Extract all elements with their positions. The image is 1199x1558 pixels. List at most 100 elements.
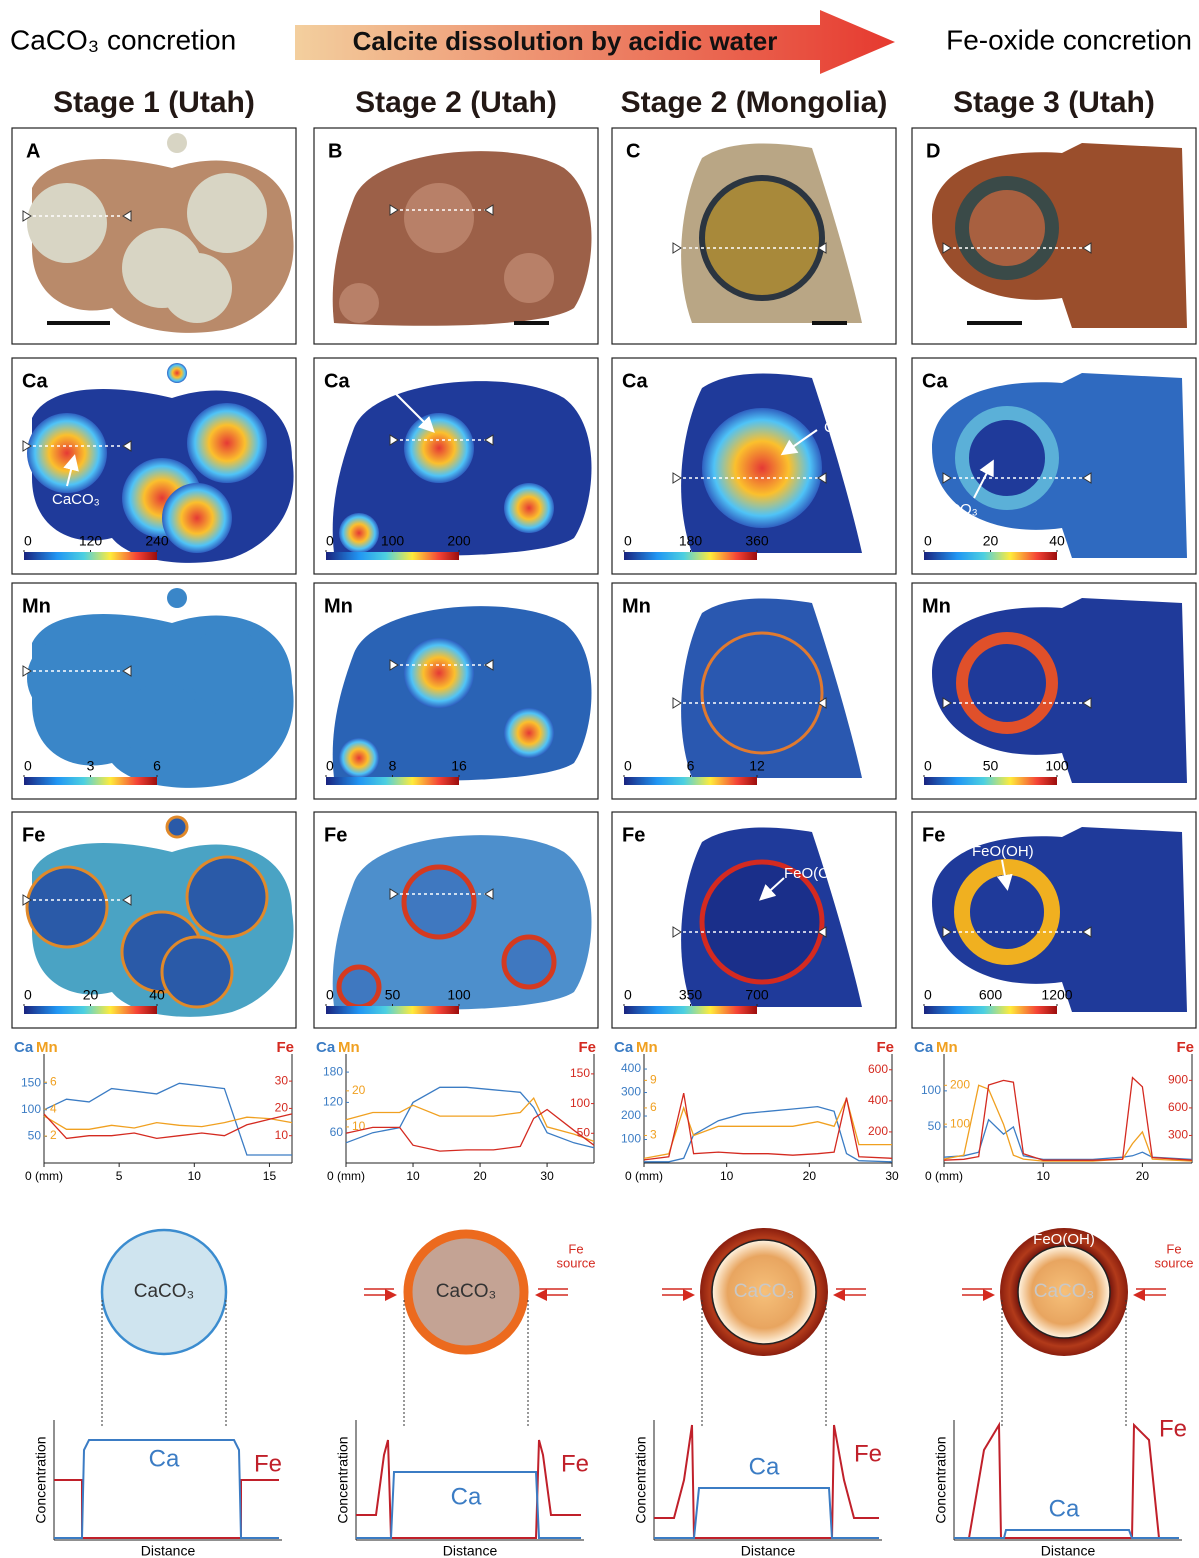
sample-zone xyxy=(167,363,187,383)
ca-label: Ca xyxy=(451,1483,482,1510)
element-label: Ca xyxy=(324,370,350,392)
colorbar-label: 8 xyxy=(389,758,397,774)
y-tick-label: 400 xyxy=(621,1061,641,1075)
profile-line xyxy=(346,1098,594,1141)
colorbar-label: 180 xyxy=(679,533,703,549)
colorbar-label: 1200 xyxy=(1041,987,1072,1003)
y-tick-label: 20 xyxy=(352,1083,366,1097)
column-title: Stage 2 (Mongolia) xyxy=(621,86,888,119)
colorbar xyxy=(924,777,1057,785)
fe-label: Fe xyxy=(854,1440,882,1467)
sample-zone xyxy=(162,483,232,553)
y-tick-label: 20 xyxy=(275,1101,289,1115)
element-label: Mn xyxy=(622,595,651,617)
x-tick-label: 0 (mm) xyxy=(925,1169,963,1183)
colorbar-label: 200 xyxy=(447,533,471,549)
x-tick-label: 5 xyxy=(116,1169,123,1183)
y-tick-label: 200 xyxy=(868,1124,888,1138)
sample-zone xyxy=(504,483,554,533)
colorbar-label: 20 xyxy=(983,533,999,549)
x-tick-label: 30 xyxy=(540,1169,554,1183)
sample-zone xyxy=(404,867,474,937)
sample-zone xyxy=(339,513,379,553)
y-tick-label: 50 xyxy=(928,1119,942,1133)
colorbar-label: 600 xyxy=(979,987,1003,1003)
sample-zone xyxy=(162,253,232,323)
sample-zone xyxy=(339,967,379,1007)
y-axis-title: Concentration xyxy=(933,1436,949,1523)
fe-source-label: Fe xyxy=(568,1241,583,1256)
sample-zone xyxy=(702,633,822,753)
y-axis-title: Concentration xyxy=(335,1436,351,1523)
sample-zone xyxy=(27,638,107,718)
y-tick-label: 100 xyxy=(621,1132,641,1146)
fe-curve xyxy=(54,1480,279,1538)
sample-zone xyxy=(187,173,267,253)
colorbar xyxy=(624,777,757,785)
y-tick-label: 6 xyxy=(650,1100,657,1114)
colorbar xyxy=(924,552,1057,560)
colorbar xyxy=(326,552,459,560)
fe-label: Fe xyxy=(561,1450,589,1477)
fe-source-label: source xyxy=(1154,1255,1193,1270)
element-label: Fe xyxy=(622,824,645,846)
colorbar-label: 240 xyxy=(145,533,169,549)
panel-letter: D xyxy=(926,140,940,162)
colorbar xyxy=(924,1006,1057,1014)
sample-zone xyxy=(167,588,187,608)
y-tick-label: 900 xyxy=(1168,1073,1188,1087)
x-tick-label: 0 (mm) xyxy=(25,1169,63,1183)
element-label: Mn xyxy=(22,595,51,617)
fe-curve xyxy=(654,1425,879,1538)
sample-zone xyxy=(404,183,474,253)
element-label: Fe xyxy=(22,824,45,846)
colorbar-label: 6 xyxy=(153,758,161,774)
rind-label: FeO(OH) xyxy=(1033,1231,1095,1248)
column-title: Stage 3 (Utah) xyxy=(953,86,1155,119)
x-tick-label: 10 xyxy=(188,1169,202,1183)
series-name: Fe xyxy=(876,1039,894,1056)
y-tick-label: 9 xyxy=(650,1073,657,1087)
y-tick-label: 200 xyxy=(621,1108,641,1122)
colorbar-label: 0 xyxy=(326,533,334,549)
colorbar-label: 100 xyxy=(447,987,471,1003)
colorbar-label: 700 xyxy=(745,987,769,1003)
fe-label: Fe xyxy=(1159,1415,1187,1442)
map-annotation: CaCO₃ xyxy=(824,419,872,436)
column-title: Stage 1 (Utah) xyxy=(53,86,255,119)
profile-line xyxy=(944,1078,1192,1161)
x-tick-label: 15 xyxy=(263,1169,277,1183)
y-tick-label: 300 xyxy=(621,1085,641,1099)
sample-zone xyxy=(162,708,232,778)
sample-zone xyxy=(404,413,474,483)
sample-zone xyxy=(339,738,379,778)
header-arrow-text: Calcite dissolution by acidic water xyxy=(353,26,778,56)
sample-zone xyxy=(167,817,187,837)
colorbar xyxy=(326,777,459,785)
profile-line xyxy=(944,1085,1192,1161)
y-tick-label: 100 xyxy=(950,1116,970,1130)
sample-zone xyxy=(187,857,267,937)
colorbar-label: 40 xyxy=(149,987,165,1003)
y-tick-label: 3 xyxy=(650,1128,657,1142)
schematic-core-label: CaCO₃ xyxy=(734,1281,795,1302)
x-tick-label: 30 xyxy=(885,1169,899,1183)
x-axis-title: Distance xyxy=(443,1543,498,1558)
sample-zone xyxy=(962,183,1052,273)
column-title: Stage 2 (Utah) xyxy=(355,86,557,119)
sample-zone xyxy=(167,133,187,153)
x-tick-label: 10 xyxy=(720,1169,734,1183)
colorbar-label: 40 xyxy=(1049,533,1065,549)
schematic-core-label: CaCO₃ xyxy=(1034,1281,1095,1302)
fe-source-label: source xyxy=(556,1255,595,1270)
x-tick-label: 10 xyxy=(406,1169,420,1183)
x-tick-label: 20 xyxy=(803,1169,817,1183)
y-tick-label: 100 xyxy=(21,1102,41,1116)
colorbar-label: 0 xyxy=(924,533,932,549)
figure: CaCO₃ concretion Calcite dissolution by … xyxy=(0,0,1199,1558)
series-name: Fe xyxy=(1176,1039,1194,1056)
x-tick-label: 0 (mm) xyxy=(625,1169,663,1183)
y-tick-label: 100 xyxy=(570,1096,590,1110)
y-tick-label: 60 xyxy=(330,1125,344,1139)
profile-line xyxy=(644,1099,892,1159)
